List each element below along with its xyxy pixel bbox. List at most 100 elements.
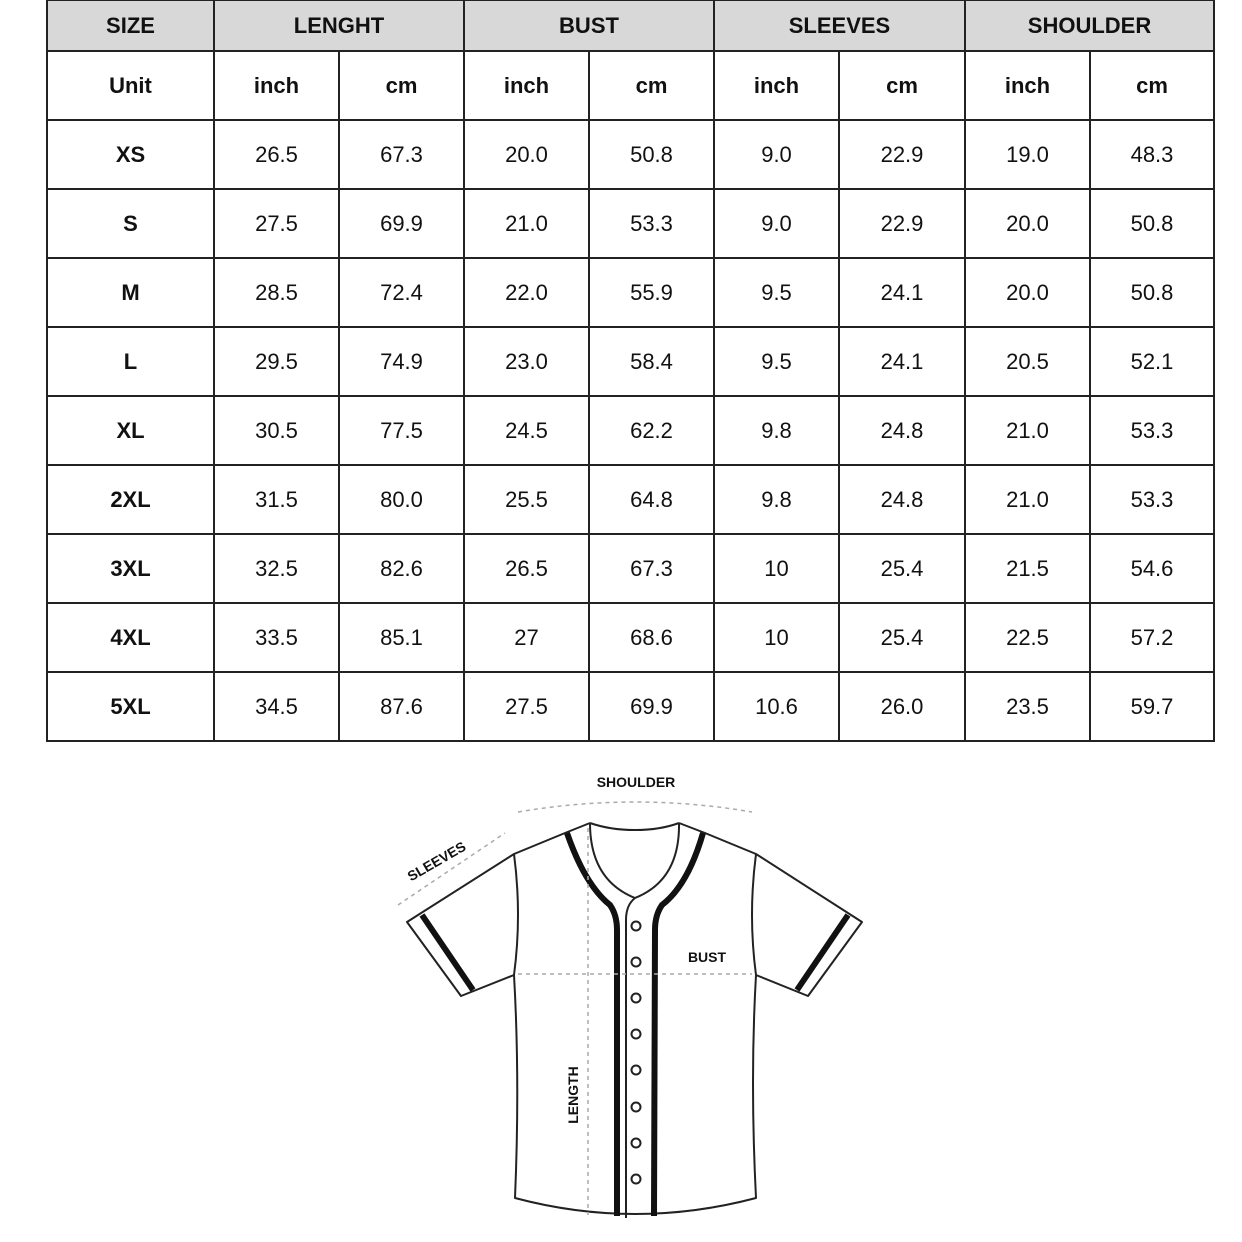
value-cell: 30.5 [213, 395, 340, 466]
value-cell: 20.0 [964, 257, 1091, 328]
column-header: LENGHT [213, 0, 465, 52]
value-cell: 59.7 [1089, 671, 1215, 742]
shoulder-seam-right [751, 853, 757, 976]
table-row: 2XL 31.5 80.0 25.5 64.8 9.8 24.8 21.0 53.3 [46, 464, 1215, 535]
value-cell: 85.1 [338, 602, 465, 673]
shoulder-measure-line [517, 801, 753, 813]
value-cell: 55.9 [588, 257, 715, 328]
value-cell: 21.0 [964, 395, 1091, 466]
table-row: XL 30.5 77.5 24.5 62.2 9.8 24.8 21.0 53.3 [46, 395, 1215, 466]
value-cell: 53.3 [1089, 395, 1215, 466]
value-cell: 77.5 [338, 395, 465, 466]
value-cell: 21.0 [463, 188, 590, 259]
value-cell: 21.0 [964, 464, 1091, 535]
size-cell: XL [46, 395, 215, 466]
value-cell: 29.5 [213, 326, 340, 397]
value-cell: 22.9 [838, 188, 966, 259]
sleeve-stripe-left [419, 913, 476, 992]
value-cell: 28.5 [213, 257, 340, 328]
shoulder-label: SHOULDER [597, 774, 676, 790]
value-cell: 52.1 [1089, 326, 1215, 397]
jersey-button [630, 992, 642, 1004]
length-label: LENGTH [565, 1066, 581, 1124]
sleeves-label: SLEEVES [405, 838, 469, 884]
value-cell: 31.5 [213, 464, 340, 535]
value-cell: 87.6 [338, 671, 465, 742]
shoulder-seam-left [513, 853, 519, 976]
value-cell: 9.5 [713, 257, 840, 328]
value-cell: 26.0 [838, 671, 966, 742]
value-cell: 24.5 [463, 395, 590, 466]
unit-cell: inch [964, 50, 1091, 121]
value-cell: 58.4 [588, 326, 715, 397]
value-cell: 26.5 [463, 533, 590, 604]
value-cell: 9.0 [713, 119, 840, 190]
value-cell: 67.3 [338, 119, 465, 190]
placket-stripe-left [564, 832, 620, 1216]
value-cell: 74.9 [338, 326, 465, 397]
column-header: SIZE [46, 0, 215, 52]
value-cell: 10 [713, 533, 840, 604]
value-cell: 25.4 [838, 602, 966, 673]
jersey-outline [406, 822, 863, 1215]
unit-cell: inch [463, 50, 590, 121]
unit-cell: cm [588, 50, 715, 121]
table-row: 3XL 32.5 82.6 26.5 67.3 10 25.4 21.5 54.6 [46, 533, 1215, 604]
column-header: BUST [463, 0, 715, 52]
size-cell: M [46, 257, 215, 328]
jersey-button [630, 1064, 642, 1076]
size-cell: L [46, 326, 215, 397]
size-cell: 5XL [46, 671, 215, 742]
value-cell: 24.1 [838, 257, 966, 328]
value-cell: 50.8 [1089, 257, 1215, 328]
value-cell: 50.8 [1089, 188, 1215, 259]
value-cell: 33.5 [213, 602, 340, 673]
value-cell: 68.6 [588, 602, 715, 673]
unit-cell: cm [1089, 50, 1215, 121]
value-cell: 69.9 [338, 188, 465, 259]
value-cell: 10.6 [713, 671, 840, 742]
value-cell: 20.0 [964, 188, 1091, 259]
table-row: XS 26.5 67.3 20.0 50.8 9.0 22.9 19.0 48.3 [46, 119, 1215, 190]
value-cell: 21.5 [964, 533, 1091, 604]
jersey-button [630, 1028, 642, 1040]
size-cell: S [46, 188, 215, 259]
value-cell: 69.9 [588, 671, 715, 742]
unit-cell: cm [838, 50, 966, 121]
unit-label: Unit [46, 50, 215, 121]
jersey-button [630, 920, 642, 932]
value-cell: 26.5 [213, 119, 340, 190]
unit-row: Unit inch cm inch cm inch cm inch cm [46, 50, 1215, 121]
value-cell: 54.6 [1089, 533, 1215, 604]
value-cell: 53.3 [1089, 464, 1215, 535]
value-cell: 67.3 [588, 533, 715, 604]
column-header: SHOULDER [964, 0, 1215, 52]
placket-line [625, 897, 636, 1218]
unit-cell: cm [338, 50, 465, 121]
value-cell: 9.8 [713, 395, 840, 466]
value-cell: 22.0 [463, 257, 590, 328]
size-cell: XS [46, 119, 215, 190]
value-cell: 32.5 [213, 533, 340, 604]
value-cell: 82.6 [338, 533, 465, 604]
size-cell: 2XL [46, 464, 215, 535]
value-cell: 20.0 [463, 119, 590, 190]
table-row: 4XL 33.5 85.1 27 68.6 10 25.4 22.5 57.2 [46, 602, 1215, 673]
header-row: SIZE LENGHT BUST SLEEVES SHOULDER [46, 0, 1215, 52]
value-cell: 23.5 [964, 671, 1091, 742]
value-cell: 22.5 [964, 602, 1091, 673]
value-cell: 50.8 [588, 119, 715, 190]
value-cell: 72.4 [338, 257, 465, 328]
value-cell: 27.5 [463, 671, 590, 742]
value-cell: 22.9 [838, 119, 966, 190]
value-cell: 27.5 [213, 188, 340, 259]
table-row: 5XL 34.5 87.6 27.5 69.9 10.6 26.0 23.5 59.7 [46, 671, 1215, 742]
table-row: M 28.5 72.4 22.0 55.9 9.5 24.1 20.0 50.8 [46, 257, 1215, 328]
value-cell: 9.5 [713, 326, 840, 397]
value-cell: 27 [463, 602, 590, 673]
value-cell: 64.8 [588, 464, 715, 535]
value-cell: 25.5 [463, 464, 590, 535]
sleeve-stripe-right [794, 913, 851, 992]
jersey-button [630, 1137, 642, 1149]
